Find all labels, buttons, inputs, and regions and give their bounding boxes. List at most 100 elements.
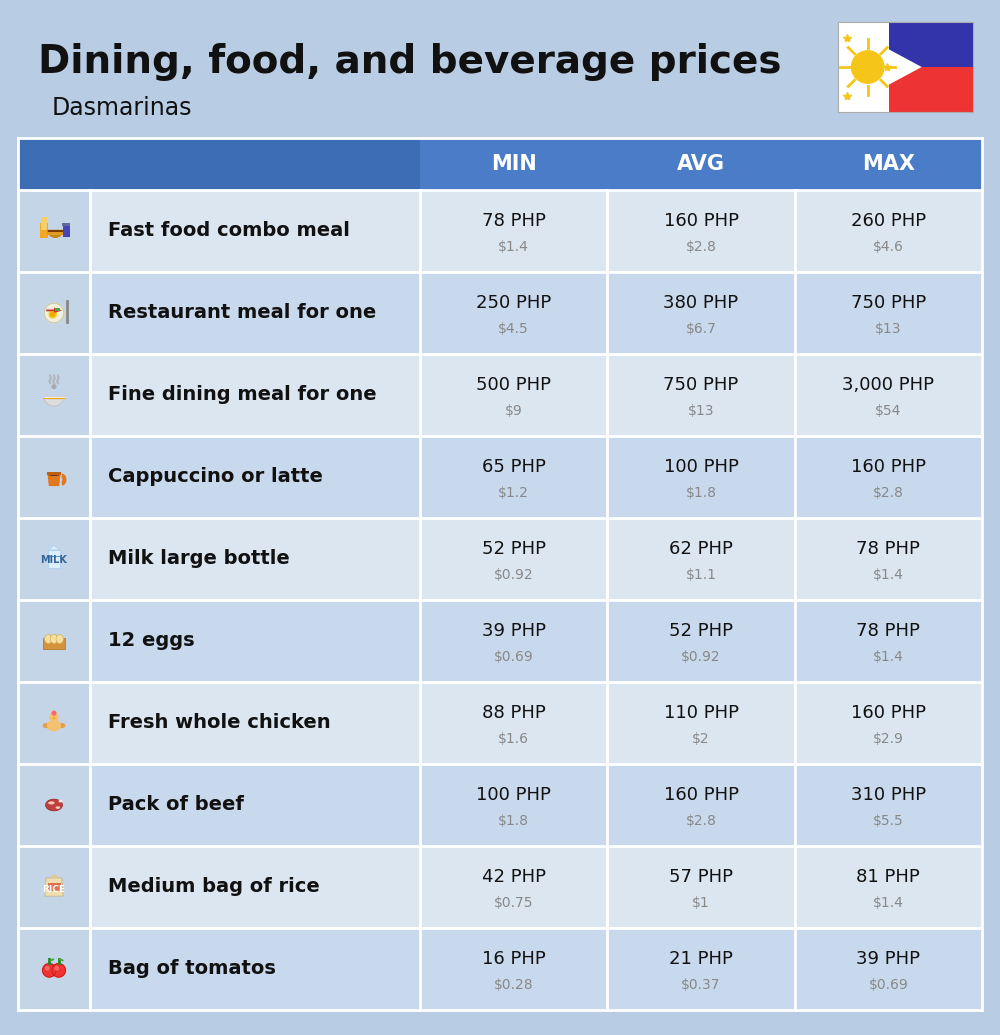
Text: 380 PHP: 380 PHP [663,294,739,312]
Text: $2.8: $2.8 [686,240,716,254]
Bar [18,436,982,518]
Text: 750 PHP: 750 PHP [851,294,926,312]
Ellipse shape [46,799,62,810]
Text: $2.9: $2.9 [873,732,904,746]
Bar [18,354,90,436]
Text: $1.4: $1.4 [873,650,904,664]
Text: 16 PHP: 16 PHP [482,950,546,968]
Ellipse shape [49,958,54,962]
Bar [48,550,60,568]
Ellipse shape [59,800,62,802]
Bar [18,518,982,600]
Polygon shape [45,878,63,896]
Bar [51,876,57,879]
Bar [18,272,982,354]
Text: $1.4: $1.4 [873,896,904,910]
Ellipse shape [45,634,52,644]
Text: $54: $54 [875,404,902,418]
Text: $9: $9 [505,404,523,418]
Text: $1.8: $1.8 [686,486,716,500]
Text: Dasmarinas: Dasmarinas [52,96,192,120]
Text: Medium bag of rice: Medium bag of rice [108,878,320,896]
Ellipse shape [47,719,61,732]
Text: Bag of tomatos: Bag of tomatos [108,959,276,978]
Circle shape [55,967,58,970]
Text: Fast food combo meal: Fast food combo meal [108,221,350,240]
Circle shape [50,713,58,721]
Polygon shape [52,717,56,719]
Bar [18,682,982,764]
Text: 750 PHP: 750 PHP [663,376,739,394]
Bar [838,22,973,112]
Bar [48,556,60,558]
Circle shape [52,964,65,977]
Bar [43,639,65,649]
Text: 42 PHP: 42 PHP [482,868,546,886]
Bar [838,22,973,112]
Circle shape [43,964,56,977]
Text: 110 PHP: 110 PHP [664,704,738,722]
Text: 65 PHP: 65 PHP [482,459,546,476]
Text: 12 eggs: 12 eggs [108,631,195,651]
Text: $0.28: $0.28 [494,978,533,992]
Text: 160 PHP: 160 PHP [664,212,738,230]
Text: 21 PHP: 21 PHP [669,950,733,968]
Text: Cappuccino or latte: Cappuccino or latte [108,468,323,486]
Text: 78 PHP: 78 PHP [856,540,920,558]
Circle shape [852,51,884,83]
Text: RICE: RICE [42,885,66,893]
Text: $2.8: $2.8 [686,814,716,828]
Text: $4.5: $4.5 [498,322,529,336]
Text: $0.69: $0.69 [868,978,908,992]
Circle shape [45,967,49,970]
Text: MILK: MILK [41,556,67,565]
Bar [18,600,90,682]
Text: Fresh whole chicken: Fresh whole chicken [108,713,331,733]
Text: $13: $13 [688,404,714,418]
Text: Dining, food, and beverage prices: Dining, food, and beverage prices [38,43,782,81]
Ellipse shape [50,634,58,644]
Text: 160 PHP: 160 PHP [851,459,926,476]
Text: 39 PHP: 39 PHP [482,622,546,640]
Text: $5.5: $5.5 [873,814,904,828]
Bar [18,190,90,272]
Ellipse shape [58,723,65,729]
Bar [18,764,982,846]
Text: $1.6: $1.6 [498,732,529,746]
Text: 160 PHP: 160 PHP [851,704,926,722]
Bar [889,67,973,112]
Text: 78 PHP: 78 PHP [482,212,546,230]
Bar [47,232,64,235]
Text: 52 PHP: 52 PHP [669,622,733,640]
Text: $1: $1 [692,896,710,910]
Ellipse shape [59,958,64,962]
Text: $2.8: $2.8 [873,486,904,500]
Wedge shape [47,230,64,238]
Wedge shape [44,396,64,406]
Text: MAX: MAX [862,154,915,174]
Bar [18,272,90,354]
Text: 160 PHP: 160 PHP [664,786,738,804]
Bar [18,682,90,764]
Bar [48,883,60,891]
Bar [18,928,90,1010]
Text: 3,000 PHP: 3,000 PHP [842,376,934,394]
Text: Fine dining meal for one: Fine dining meal for one [108,385,377,405]
Text: 62 PHP: 62 PHP [669,540,733,558]
Text: Pack of beef: Pack of beef [108,796,244,815]
Text: $0.92: $0.92 [681,650,721,664]
Bar [62,224,70,227]
Text: 88 PHP: 88 PHP [482,704,546,722]
Text: 100 PHP: 100 PHP [476,786,551,804]
Circle shape [52,385,56,388]
Ellipse shape [56,634,63,644]
Ellipse shape [48,473,60,476]
Bar [55,307,60,310]
Text: $13: $13 [875,322,902,336]
Circle shape [44,303,64,323]
Text: 78 PHP: 78 PHP [856,622,920,640]
Text: Milk large bottle: Milk large bottle [108,550,290,568]
Bar [18,764,90,846]
Polygon shape [48,474,60,486]
Text: $1.8: $1.8 [498,814,529,828]
